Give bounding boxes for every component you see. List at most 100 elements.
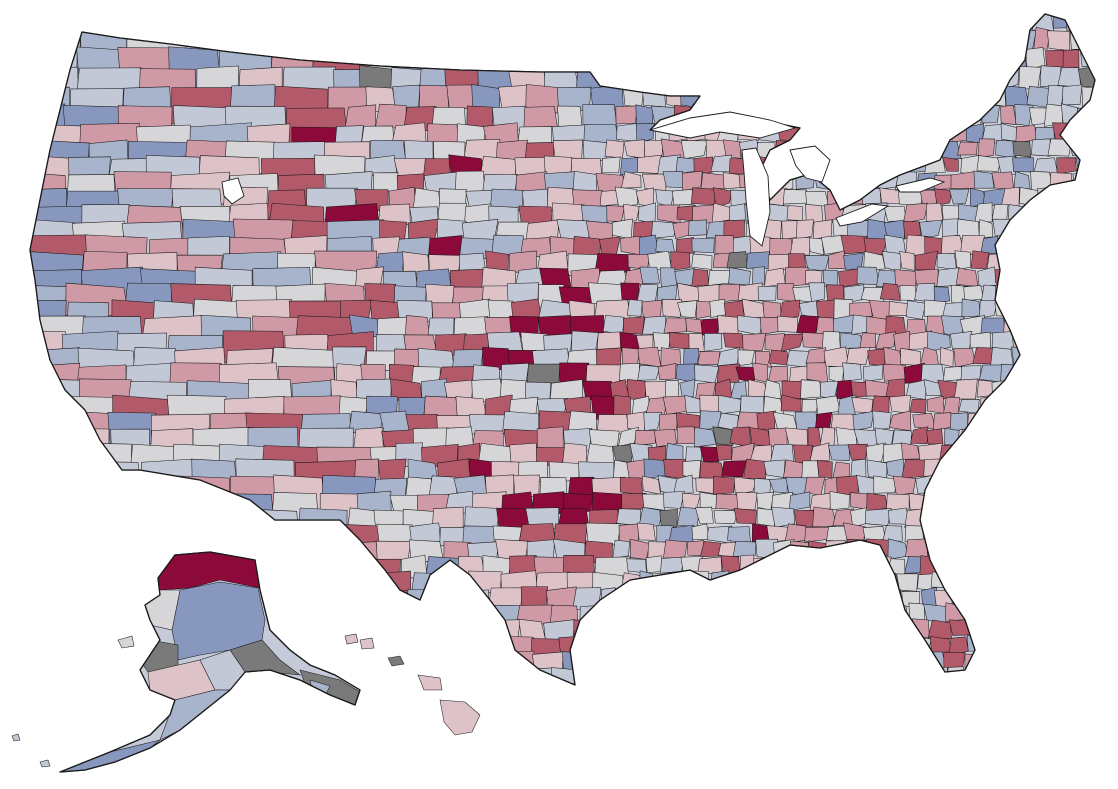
- county-region: [875, 682, 896, 685]
- county-region: [684, 591, 705, 607]
- county-region: [679, 14, 703, 31]
- county-region: [1044, 252, 1067, 270]
- county-region: [1026, 253, 1043, 272]
- county-region: [1089, 683, 1095, 685]
- county-region: [880, 69, 901, 88]
- county-region: [893, 682, 917, 685]
- county-region: [662, 395, 687, 415]
- county-region: [30, 570, 66, 605]
- county-region: [1086, 123, 1095, 143]
- county-region: [615, 105, 639, 125]
- county-region: [813, 219, 833, 240]
- county-region: [695, 300, 713, 319]
- county-region: [627, 253, 650, 270]
- county-region: [959, 31, 983, 47]
- county-region: [872, 635, 891, 656]
- county-region: [1070, 221, 1087, 240]
- county-region: [30, 506, 83, 542]
- county-region: [785, 650, 808, 672]
- county-region: [1017, 363, 1041, 384]
- county-region: [994, 442, 1015, 462]
- county-region: [1011, 330, 1035, 349]
- county-region: [1009, 254, 1028, 270]
- county-region: [1000, 105, 1017, 125]
- county-region: [778, 684, 801, 685]
- county-region: [657, 204, 681, 224]
- county-region: [504, 26, 538, 55]
- county-region: [1086, 410, 1095, 431]
- county-region: [168, 475, 231, 512]
- county-region: [996, 395, 1016, 416]
- county-region: [626, 379, 646, 400]
- county-region: [472, 639, 506, 658]
- county-region: [887, 158, 906, 176]
- county-region: [769, 238, 794, 256]
- county-region: [906, 300, 926, 320]
- county-region: [862, 65, 884, 89]
- county-region: [1024, 317, 1046, 333]
- county-region: [1023, 379, 1046, 398]
- county-region: [824, 68, 847, 90]
- county-region: [547, 14, 584, 35]
- county-region: [1019, 237, 1045, 252]
- county-region: [635, 104, 654, 126]
- county-region: [709, 298, 727, 318]
- county-region: [449, 27, 482, 56]
- county-region: [1091, 173, 1095, 192]
- county-region: [606, 205, 625, 222]
- county-region: [971, 65, 992, 90]
- county-region: [764, 573, 786, 590]
- county-region: [920, 14, 939, 32]
- county-region: [523, 14, 553, 34]
- county-region: [226, 524, 273, 559]
- county-region: [962, 507, 982, 528]
- county-region: [1053, 555, 1074, 576]
- county-region: [780, 394, 802, 412]
- county-region: [867, 140, 885, 158]
- county-region: [616, 666, 639, 685]
- county-region: [974, 14, 995, 32]
- county-region: [932, 122, 952, 144]
- county-region: [1013, 525, 1031, 543]
- county-region: [437, 572, 472, 595]
- county-region: [381, 604, 410, 628]
- county-region: [423, 634, 451, 658]
- honolulu-county: [359, 637, 375, 650]
- county-region: [1032, 334, 1053, 350]
- county-region: [945, 490, 967, 512]
- county-region: [73, 475, 128, 510]
- county-region: [979, 300, 998, 319]
- county-region: [751, 266, 765, 285]
- county-region: [1062, 589, 1085, 608]
- county-region: [895, 65, 920, 87]
- county-region: [1021, 666, 1041, 685]
- county-region: [801, 587, 826, 606]
- county-region: [848, 139, 872, 158]
- county-region: [30, 588, 74, 622]
- county-region: [604, 604, 622, 621]
- county-region: [1012, 141, 1032, 158]
- county-region: [1060, 634, 1077, 655]
- county-region: [877, 589, 902, 607]
- county-region: [120, 525, 170, 560]
- county-region: [899, 251, 915, 271]
- county-region: [1042, 539, 1062, 559]
- county-region: [882, 138, 903, 158]
- county-region: [659, 267, 678, 288]
- county-region: [1063, 254, 1087, 271]
- county-region: [599, 189, 619, 207]
- county-region: [840, 104, 861, 125]
- county-region: [611, 218, 633, 240]
- county-region: [835, 684, 858, 685]
- county-region: [985, 411, 1005, 430]
- county-region: [925, 491, 947, 511]
- county-region: [23, 686, 79, 718]
- county-region: [1004, 85, 1030, 107]
- county-region: [748, 85, 770, 108]
- county-region: [351, 603, 384, 628]
- county-region: [536, 47, 564, 75]
- county-region: [964, 604, 984, 623]
- county-region: [770, 556, 794, 576]
- county-region: [727, 526, 751, 544]
- county-region: [1094, 282, 1095, 304]
